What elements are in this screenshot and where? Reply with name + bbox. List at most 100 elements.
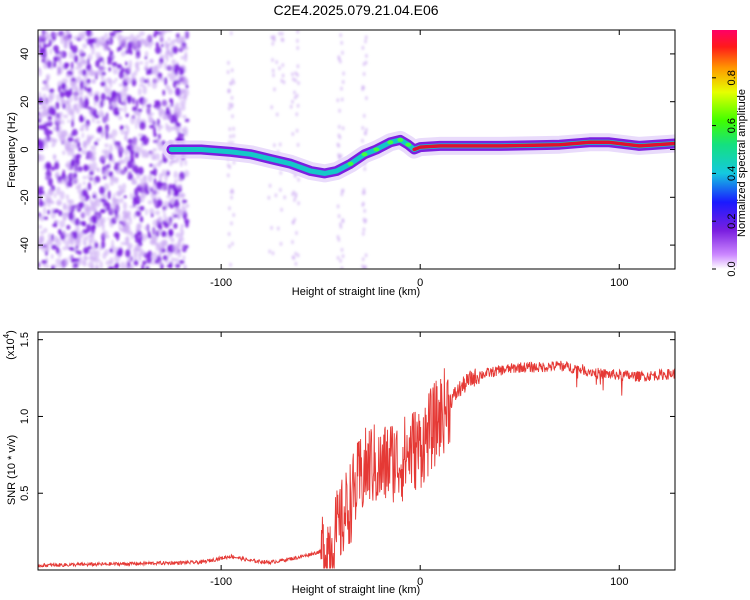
- noise-blob: [88, 239, 93, 247]
- noise-blob: [137, 166, 144, 175]
- noise-blob: [43, 202, 48, 207]
- noise-blob: [114, 263, 119, 269]
- noise-blob: [95, 138, 101, 142]
- noise-blob: [153, 132, 157, 138]
- noise-blob: [147, 174, 153, 183]
- noise-blob: [84, 97, 89, 106]
- noise-blob: [130, 143, 135, 151]
- noise-blob: [86, 223, 92, 233]
- noise-blob: [176, 36, 182, 44]
- noise-blob: [296, 64, 300, 69]
- noise-blob: [47, 209, 51, 215]
- noise-blob: [74, 55, 79, 63]
- noise-blob: [183, 54, 188, 62]
- noise-blob: [38, 106, 42, 111]
- noise-blob: [228, 165, 232, 169]
- noise-blob: [340, 247, 344, 252]
- noise-blob: [47, 104, 50, 110]
- noise-blob: [65, 30, 70, 35]
- noise-blob: [87, 174, 91, 180]
- noise-blob: [293, 90, 296, 95]
- noise-blob: [162, 255, 168, 261]
- noise-blob: [99, 65, 102, 74]
- noise-blob: [227, 89, 230, 94]
- noise-blob: [132, 106, 138, 112]
- noise-blob: [297, 177, 300, 182]
- noise-blob: [122, 96, 126, 105]
- noise-blob: [228, 106, 231, 111]
- noise-blob: [283, 195, 287, 200]
- noise-blob: [336, 98, 340, 103]
- noise-blob: [230, 221, 233, 226]
- noise-blob: [85, 30, 92, 37]
- noise-blob: [52, 264, 59, 269]
- noise-blob: [295, 128, 299, 133]
- noise-blob: [144, 67, 149, 71]
- noise-blob: [49, 47, 53, 55]
- noise-blob: [38, 186, 44, 191]
- noise-blob: [154, 100, 161, 104]
- noise-blob: [94, 242, 99, 249]
- ridge-speck: [405, 142, 412, 147]
- noise-blob: [88, 108, 94, 114]
- noise-blob: [56, 124, 59, 132]
- noise-blob: [231, 241, 234, 246]
- noise-blob: [61, 83, 65, 89]
- noise-blob: [297, 201, 300, 206]
- noise-blob: [88, 153, 94, 162]
- noise-blob: [78, 32, 84, 40]
- y-tick-label: 40: [19, 48, 31, 60]
- noise-blob: [156, 217, 162, 222]
- x-tick-label: 100: [610, 576, 628, 588]
- spectrogram-noise: [38, 30, 368, 269]
- noise-blob: [135, 66, 140, 72]
- x-tick-label: -100: [210, 576, 232, 588]
- noise-blob: [364, 60, 368, 65]
- noise-blob: [294, 194, 298, 199]
- noise-blob: [95, 59, 100, 68]
- noise-blob: [100, 208, 105, 213]
- noise-blob: [342, 71, 345, 76]
- noise-blob: [173, 110, 178, 115]
- noise-blob: [63, 40, 68, 49]
- noise-blob: [78, 182, 82, 189]
- noise-blob: [120, 159, 127, 164]
- noise-blob: [120, 51, 126, 57]
- noise-blob: [53, 62, 57, 68]
- noise-blob: [95, 51, 99, 60]
- noise-blob: [150, 187, 153, 192]
- noise-blob: [109, 32, 116, 37]
- ridge-speck: [397, 137, 404, 142]
- noise-blob: [167, 88, 174, 95]
- noise-blob: [167, 37, 171, 42]
- noise-blob: [125, 113, 129, 118]
- noise-blob: [54, 161, 60, 170]
- noise-blob: [167, 30, 173, 33]
- noise-blob: [38, 42, 42, 49]
- noise-blob: [125, 77, 133, 84]
- noise-blob: [158, 173, 163, 181]
- noise-blob: [180, 133, 185, 137]
- noise-blob: [161, 249, 166, 253]
- noise-blob: [109, 248, 113, 253]
- noise-blob: [170, 40, 176, 46]
- noise-blob: [71, 166, 76, 170]
- noise-blob: [90, 39, 93, 48]
- noise-blob: [162, 89, 166, 96]
- noise-blob: [163, 212, 167, 219]
- noise-blob: [165, 84, 171, 91]
- noise-blob: [107, 217, 110, 221]
- noise-blob: [61, 119, 65, 125]
- noise-blob: [121, 215, 128, 223]
- noise-blob: [271, 251, 275, 256]
- noise-blob: [152, 219, 158, 227]
- noise-blob: [55, 258, 62, 265]
- noise-blob: [146, 77, 150, 84]
- noise-blob: [97, 198, 101, 202]
- noise-blob: [271, 68, 275, 73]
- noise-blob: [270, 105, 274, 110]
- noise-blob: [143, 225, 149, 231]
- noise-blob: [103, 205, 106, 209]
- noise-blob: [167, 244, 171, 253]
- noise-blob: [65, 194, 69, 200]
